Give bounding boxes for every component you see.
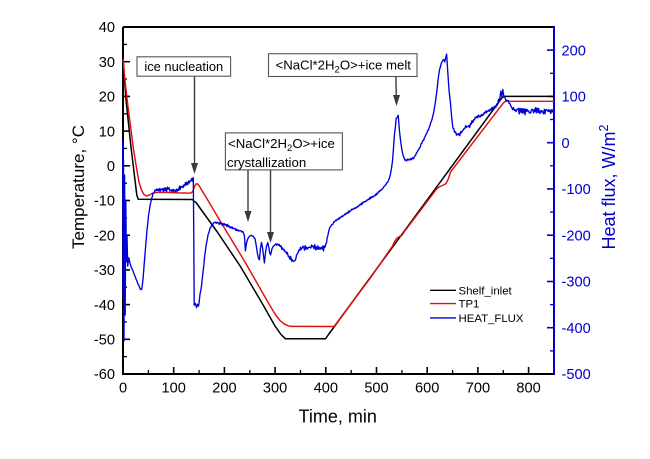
svg-text:0: 0	[562, 136, 570, 152]
svg-text:<NaCl*2H2O>+ice melt: <NaCl*2H2O>+ice melt	[276, 58, 412, 76]
svg-text:200: 200	[562, 43, 586, 59]
svg-text:-10: -10	[94, 194, 115, 210]
svg-text:Time, min: Time, min	[299, 406, 377, 426]
svg-text:-200: -200	[562, 228, 591, 244]
svg-text:10: 10	[99, 124, 115, 140]
svg-text:Shelf_inlet: Shelf_inlet	[459, 285, 513, 297]
svg-text:600: 600	[415, 381, 439, 397]
svg-text:-300: -300	[562, 275, 591, 291]
svg-text:Temperature, °C: Temperature, °C	[69, 125, 88, 249]
svg-text:-500: -500	[562, 367, 591, 383]
svg-text:100: 100	[562, 90, 586, 106]
svg-text:0: 0	[107, 159, 115, 175]
svg-text:-60: -60	[94, 367, 115, 383]
svg-text:-40: -40	[94, 298, 115, 314]
svg-text:100: 100	[162, 381, 186, 397]
svg-text:-400: -400	[562, 321, 591, 337]
svg-text:ice nucleation: ice nucleation	[144, 59, 223, 74]
svg-text:crystallization: crystallization	[227, 155, 306, 170]
svg-text:40: 40	[99, 20, 115, 36]
svg-text:30: 30	[99, 55, 115, 71]
svg-text:0: 0	[119, 381, 127, 397]
svg-text:HEAT_FLUX: HEAT_FLUX	[459, 313, 524, 325]
svg-text:800: 800	[516, 381, 540, 397]
svg-text:700: 700	[466, 381, 490, 397]
svg-text:300: 300	[263, 381, 287, 397]
svg-text:-20: -20	[94, 228, 115, 244]
svg-text:20: 20	[99, 90, 115, 106]
svg-text:<NaCl*2H2O>+ice: <NaCl*2H2O>+ice	[228, 136, 335, 154]
svg-text:-30: -30	[94, 263, 115, 279]
svg-text:500: 500	[364, 381, 388, 397]
svg-text:400: 400	[314, 381, 338, 397]
svg-text:-50: -50	[94, 333, 115, 349]
svg-text:-100: -100	[562, 182, 591, 198]
svg-text:Heat flux, W/m2: Heat flux, W/m2	[597, 124, 619, 249]
svg-text:TP1: TP1	[459, 299, 480, 311]
svg-text:200: 200	[212, 381, 236, 397]
